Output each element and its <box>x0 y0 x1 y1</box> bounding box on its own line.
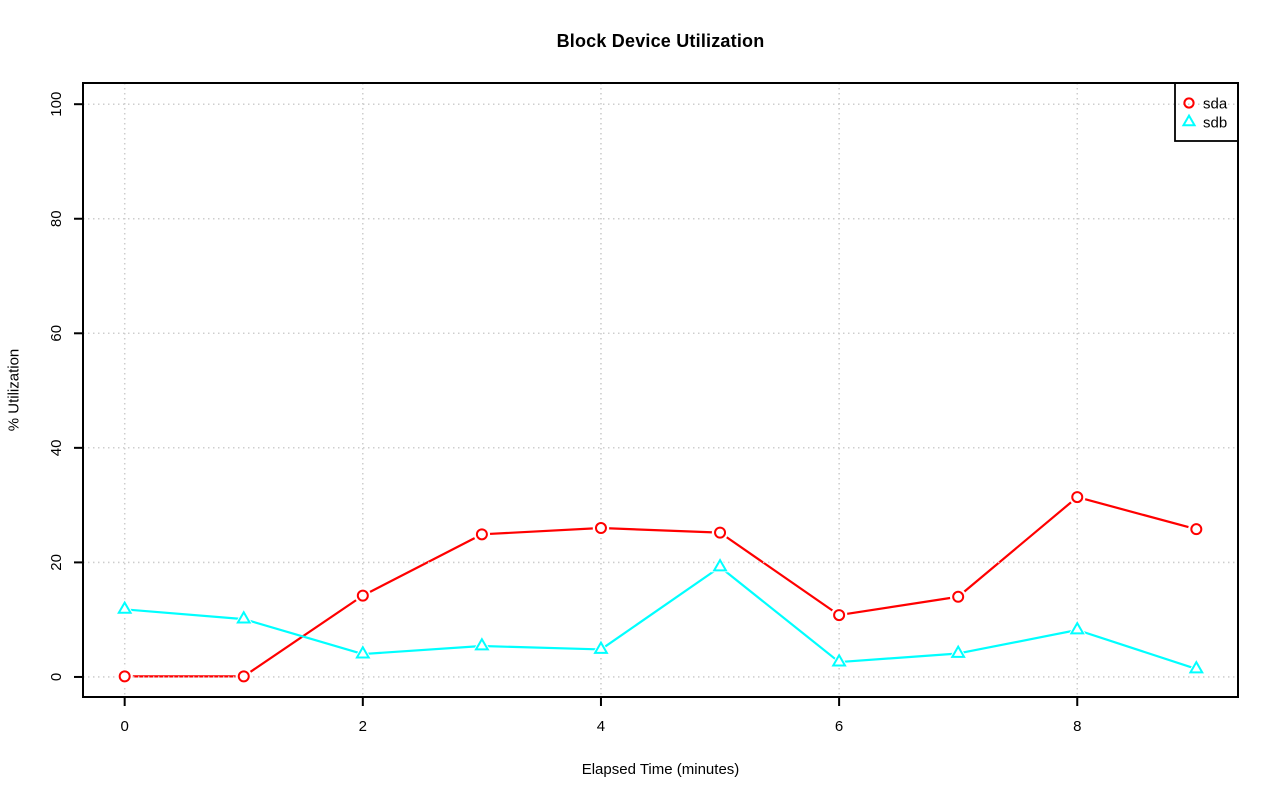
series-markers-sda <box>116 488 1205 685</box>
marker-triangle <box>474 637 490 651</box>
y-tick-label: 0 <box>48 673 65 681</box>
series-line-sda <box>123 496 1198 678</box>
marker-triangle <box>236 610 252 624</box>
marker-triangle <box>117 600 133 614</box>
x-tick-label: 0 <box>121 718 129 735</box>
y-tick-label: 60 <box>48 325 65 342</box>
gridlines-under <box>83 83 1238 697</box>
marker-circle <box>833 609 846 622</box>
y-tick-label: 80 <box>48 210 65 227</box>
marker-triangle <box>831 653 847 667</box>
series-line-sdb <box>123 565 1198 671</box>
marker-circle <box>714 526 727 539</box>
marker-circle <box>475 528 488 541</box>
legend-box <box>1174 82 1239 142</box>
marker-triangle <box>1188 660 1204 674</box>
marker-circle <box>594 522 607 535</box>
legend: sda sdb <box>1174 82 1239 142</box>
marker-circle <box>1190 523 1203 536</box>
marker-circle <box>952 590 965 603</box>
marker-circle <box>356 589 369 602</box>
marker-circle <box>1183 97 1195 109</box>
legend-item-sdb: sdb <box>1181 113 1227 132</box>
marker-triangle <box>950 644 966 658</box>
legend-item-sda: sda <box>1183 96 1228 113</box>
chart-title: Block Device Utilization <box>556 31 765 51</box>
x-tick-label: 4 <box>597 718 605 735</box>
series-markers-sdb <box>115 556 1206 675</box>
x-tick-label: 6 <box>835 718 843 735</box>
series-lines <box>123 496 1198 678</box>
x-tick-label: 2 <box>359 718 367 735</box>
marker-circle <box>118 670 131 683</box>
marker-circle <box>237 670 250 683</box>
x-axis-label: Elapsed Time (minutes) <box>581 761 740 778</box>
marker-circle <box>1071 491 1084 504</box>
y-tick-label: 40 <box>48 440 65 457</box>
gridlines-over <box>83 83 1238 697</box>
marker-triangle <box>712 558 728 572</box>
legend-label: sda <box>1203 96 1228 113</box>
x-tick-label: 8 <box>1073 718 1081 735</box>
y-tick-label: 100 <box>48 92 65 117</box>
marker-triangle <box>1069 621 1085 635</box>
plot-border <box>82 82 1239 698</box>
marker-triangle <box>355 645 371 659</box>
marker-triangle <box>593 640 609 654</box>
y-tick-label: 20 <box>48 554 65 571</box>
axis-ticks <box>74 103 1079 706</box>
legend-label: sdb <box>1203 115 1227 132</box>
marker-triangle <box>1181 113 1197 127</box>
